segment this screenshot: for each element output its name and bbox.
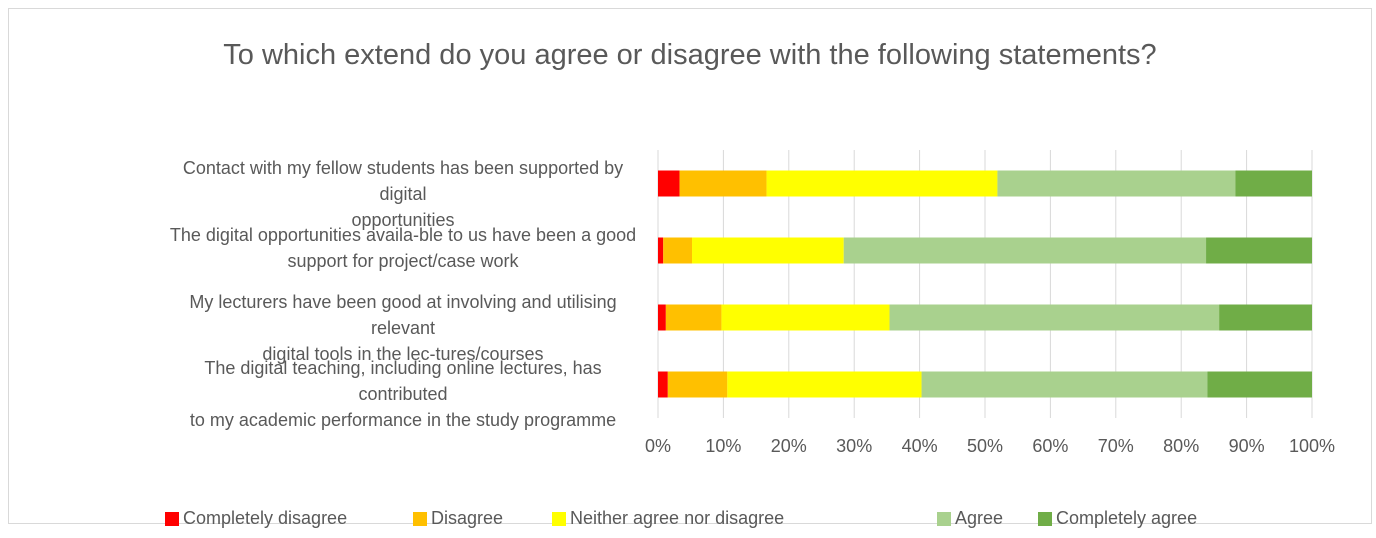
- legend-swatch: [937, 511, 951, 526]
- legend-label: Agree: [955, 508, 1004, 528]
- chart-title: To which extend do you agree or disagree…: [223, 39, 1157, 71]
- category-label-line: Contact with my fellow students has been…: [182, 158, 624, 204]
- bar-segment: [721, 304, 890, 331]
- legend-label: Completely agree: [1056, 508, 1198, 528]
- legend-item: Completely disagree: [165, 508, 347, 529]
- legend-label: Disagree: [431, 508, 504, 528]
- category-label-line: to my academic performance in the study …: [189, 410, 617, 430]
- x-tick-label: 80%: [1163, 436, 1199, 456]
- bar-segment: [727, 371, 922, 398]
- bar-segment: [658, 371, 668, 398]
- bar-segment: [658, 170, 680, 197]
- bar-segment: [665, 304, 722, 331]
- bar-segment: [1206, 237, 1312, 264]
- bar-segment: [667, 371, 728, 398]
- chart-area: [8, 8, 1372, 524]
- legend-item: Agree: [937, 508, 1003, 529]
- page-top-margin: [0, 0, 1376, 8]
- chart-legend: Completely disagree Disagree Neither agree…: [0, 508, 1376, 538]
- legend-swatch: [1038, 511, 1052, 526]
- legend-swatch: [165, 511, 179, 526]
- bar-segment: [692, 237, 844, 264]
- category-label: The digital teaching, including online l…: [168, 355, 638, 433]
- bar-segment: [679, 170, 767, 197]
- x-tick-label: 50%: [967, 436, 1003, 456]
- bar-segment: [1235, 170, 1312, 197]
- category-label-line: digital tools in the lec-tures/courses: [262, 344, 544, 364]
- category-label-line: opportunities: [351, 210, 455, 230]
- category-label: My lecturers have been good at involving…: [168, 289, 638, 367]
- x-tick-label: 90%: [1229, 436, 1265, 456]
- x-tick-label: 0%: [645, 436, 671, 456]
- legend-label: Completely disagree: [183, 508, 348, 528]
- legend-swatch: [552, 511, 566, 526]
- legend-item: Neither agree nor disagree: [552, 508, 784, 529]
- category-label: The digital opportunities availa-ble to …: [168, 222, 638, 274]
- bar-segment: [843, 237, 1207, 264]
- bar-segment: [889, 304, 1220, 331]
- bar-segment: [997, 170, 1236, 197]
- x-tick-label: 60%: [1032, 436, 1068, 456]
- legend-label: Neither agree nor disagree: [570, 508, 785, 528]
- bar-plot: 0% 10% 20% 30% 40% 50% 60% 70% 80% 90% 100%: [645, 150, 1335, 456]
- bar-segment: [658, 304, 666, 331]
- bar-segment: [663, 237, 693, 264]
- x-tick-label: 20%: [771, 436, 807, 456]
- bar-segment: [1219, 304, 1312, 331]
- category-label-line: support for project/case work: [287, 251, 519, 271]
- bar-segment: [921, 371, 1208, 398]
- bar-segment: [766, 170, 998, 197]
- x-tick-label: 70%: [1098, 436, 1134, 456]
- bar-segment: [1207, 371, 1312, 398]
- category-label-line: The digital teaching, including online l…: [204, 358, 602, 404]
- category-label-line: The digital opportunities availa-ble to …: [169, 225, 637, 245]
- x-tick-label: 30%: [836, 436, 872, 456]
- category-label: Contact with my fellow students has been…: [168, 155, 638, 233]
- legend-item: Completely agree: [1038, 508, 1197, 529]
- bar-segment: [658, 237, 664, 264]
- x-tick-label: 10%: [705, 436, 741, 456]
- x-tick-label: 40%: [902, 436, 938, 456]
- category-label-line: My lecturers have been good at involving…: [189, 292, 617, 338]
- legend-swatch: [413, 511, 427, 526]
- legend-item: Disagree: [413, 508, 503, 529]
- x-tick-label: 100%: [1289, 436, 1335, 456]
